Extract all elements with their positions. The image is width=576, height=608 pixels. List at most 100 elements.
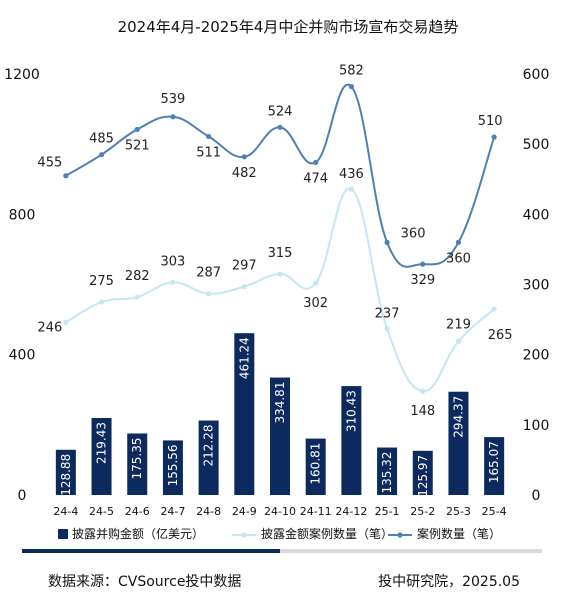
point-value-label: 282: [125, 269, 150, 284]
bar-value-label: 310.43: [344, 390, 358, 432]
series-point: [348, 84, 354, 90]
disclosed-count-series: 246 275 282 303 287 297 315 302 436 237 148 219 265: [37, 167, 512, 419]
left-axis: 0 400 800 1200: [4, 67, 40, 504]
point-value-label: 303: [161, 254, 186, 269]
legend-point-swatch: [397, 532, 403, 538]
bar: [341, 386, 362, 495]
bar-value-label: 294.37: [451, 396, 465, 438]
series-point: [98, 152, 105, 158]
right-tick-label: 400: [523, 207, 550, 223]
x-tick-label: 24-7: [160, 505, 185, 518]
right-tick-label: 600: [523, 67, 550, 83]
point-value-label: 511: [196, 145, 221, 160]
series-point: [384, 239, 390, 245]
bar: [55, 449, 76, 495]
point-value-label: 329: [410, 273, 435, 288]
point-value-label: 436: [339, 167, 364, 182]
series-point: [313, 280, 319, 286]
bar: [484, 437, 505, 495]
bar-value-label: 128.88: [59, 454, 73, 496]
point-value-label: 315: [268, 246, 293, 261]
right-tick-label: 0: [532, 488, 541, 504]
left-tick-label: 400: [9, 348, 36, 364]
right-tick-label: 100: [523, 418, 550, 434]
point-value-label: 521: [125, 138, 150, 153]
bar-value-label: 165.07: [487, 441, 501, 483]
right-tick-label: 500: [523, 137, 550, 153]
bar-value-label: 461.24: [237, 337, 251, 379]
series-point: [348, 186, 354, 192]
point-value-label: 524: [268, 104, 293, 119]
point-value-label: 485: [89, 132, 114, 147]
bar: [412, 450, 433, 495]
bar: [234, 333, 255, 495]
legend-label: 披露并购金额（亿美元）: [72, 526, 204, 541]
series-point: [170, 279, 176, 285]
series-point: [491, 134, 497, 140]
legend-point-swatch: [241, 532, 247, 538]
series-point: [455, 338, 462, 344]
legend-label: 披露金额案例数量（笔）: [261, 526, 393, 541]
x-tick-label: 24-9: [232, 505, 257, 518]
x-tick-label: 24-5: [89, 505, 114, 518]
point-value-label: 455: [37, 156, 62, 171]
bar-value-label: 125.97: [416, 455, 430, 497]
point-value-label: 275: [89, 274, 114, 289]
x-tick-label: 24-6: [125, 505, 150, 518]
legend: 披露并购金额（亿美元） 披露金额案例数量（笔） 案例数量（笔）: [58, 526, 501, 541]
point-value-label: 287: [196, 266, 221, 281]
case-count-series: 455 485 521 539 511 482 524 474 582 360 329 360 510: [37, 64, 502, 289]
bar: [198, 420, 219, 495]
bar-value-label: 212.28: [202, 425, 216, 467]
x-tick-label: 24-10: [264, 505, 296, 518]
series-point: [420, 261, 426, 267]
point-value-label: 219: [446, 317, 471, 332]
point-value-label: 582: [339, 64, 364, 79]
series-point: [241, 284, 247, 290]
point-value-label: 148: [410, 404, 435, 419]
left-tick-label: 1200: [4, 67, 40, 83]
x-tick-label: 25-1: [375, 505, 400, 518]
series-point: [491, 306, 497, 312]
series-point: [206, 291, 212, 297]
chart-title: 2024年4月-2025年4月中企并购市场宣布交易趋势: [118, 18, 459, 36]
series-point: [277, 124, 283, 130]
bar-series: 128.88 219.43 175.35 155.56 212.28 461.24 334.…: [55, 333, 505, 497]
x-tick-label: 24-4: [53, 505, 78, 518]
x-tick-label: 25-2: [410, 505, 435, 518]
bar: [377, 447, 398, 495]
footer-divider-dark: [22, 549, 280, 553]
series-point: [170, 114, 176, 120]
left-tick-label: 800: [9, 207, 36, 223]
series-point: [134, 294, 140, 300]
point-value-label: 302: [303, 296, 328, 311]
bar-value-label: 155.56: [166, 444, 180, 486]
series-point: [420, 388, 426, 394]
point-value-label: 360: [401, 226, 426, 241]
point-value-label: 474: [303, 171, 328, 186]
series-point: [455, 239, 462, 245]
point-value-label: 237: [375, 307, 400, 322]
point-value-label: 297: [232, 259, 257, 274]
right-axis: 0 100 200 300 400 500 600: [523, 67, 550, 504]
bar-value-label: 135.32: [380, 452, 394, 494]
series-point: [63, 319, 69, 325]
x-tick-label: 25-4: [482, 505, 507, 518]
point-value-label: 539: [161, 92, 186, 107]
footer-org: 投中研究院，2025.05: [378, 574, 520, 590]
series-point: [206, 133, 212, 140]
bar-value-label: 219.43: [95, 422, 109, 464]
x-tick-label: 24-8: [196, 505, 221, 518]
bar-value-label: 175.35: [130, 437, 144, 479]
series-point: [241, 154, 247, 160]
series-point: [98, 299, 105, 305]
bar: [448, 391, 469, 495]
bar: [305, 438, 326, 495]
legend-bar-swatch: [58, 529, 68, 539]
bar-value-label: 160.81: [309, 443, 323, 485]
series-line: [65, 187, 495, 393]
series-point: [277, 271, 283, 277]
footer-divider-light: [280, 549, 542, 553]
series-point: [63, 173, 69, 179]
